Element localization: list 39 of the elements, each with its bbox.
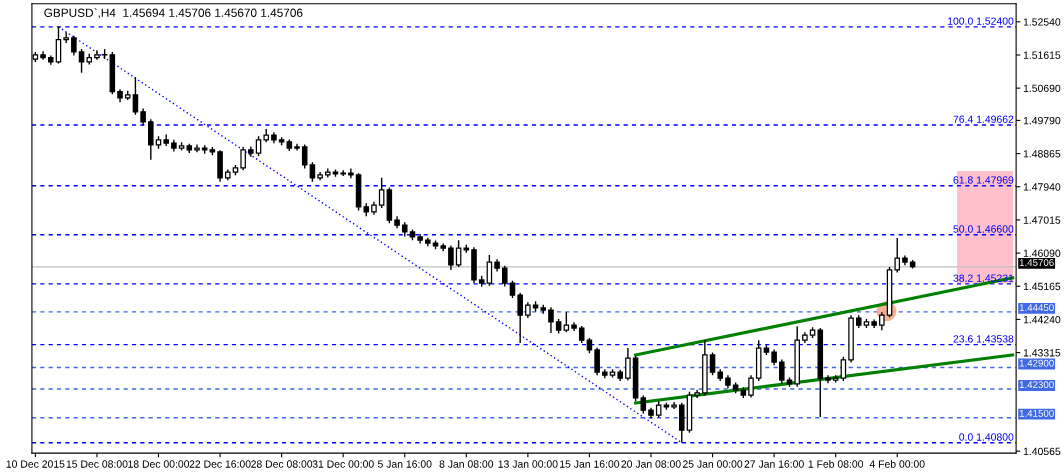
y-tick-label: 1.43315 bbox=[1023, 349, 1061, 357]
x-tick-label: 27 Jan 16:00 bbox=[744, 460, 804, 468]
y-tick-label: 1.47940 bbox=[1023, 183, 1061, 191]
chart-title: GBPUSD`,H4 1.45694 1.45706 1.45670 1.45706 bbox=[44, 8, 303, 19]
x-tick-label: 31 Dec 00:00 bbox=[312, 460, 374, 468]
ref-line-label: 1.45706 bbox=[1019, 259, 1054, 266]
x-tick-label: 5 Jan 16:00 bbox=[377, 460, 432, 468]
ref-line-label: 23.6 1.43538 bbox=[953, 335, 1014, 343]
y-tick-label: 1.47015 bbox=[1023, 216, 1061, 224]
y-tick-label: 1.44240 bbox=[1023, 315, 1061, 324]
y-tick-label: 1.51615 bbox=[1023, 51, 1061, 59]
x-tick-label: 13 Jan 00:00 bbox=[498, 460, 558, 468]
y-tick-label: 1.40565 bbox=[1023, 447, 1061, 456]
y-tick-label: 1.48865 bbox=[1023, 150, 1061, 158]
ref-line-label: 100.0 1.52400 bbox=[948, 17, 1014, 25]
y-tick-label: 1.46090 bbox=[1023, 249, 1061, 257]
x-tick-label: 10 Dec 2015 bbox=[6, 460, 65, 468]
y-tick-label: 1.45165 bbox=[1023, 282, 1061, 291]
x-tick-label: 28 Dec 08:00 bbox=[251, 460, 313, 468]
x-tick-label: 22 Dec 16:00 bbox=[189, 460, 251, 468]
y-tick-label: 1.49790 bbox=[1023, 116, 1061, 125]
y-tick-label: 1.50690 bbox=[1023, 84, 1061, 93]
ref-line-label: 76.4 1.49662 bbox=[953, 115, 1014, 123]
ref-line-label: 1.42300 bbox=[1019, 381, 1054, 389]
x-tick-label: 1 Feb 08:00 bbox=[808, 460, 864, 468]
x-tick-label: 25 Jan 00:00 bbox=[682, 460, 743, 468]
x-tick-label: 18 Dec 00:00 bbox=[128, 460, 190, 468]
ref-line-label: 1.41500 bbox=[1019, 409, 1054, 417]
x-tick-label: 15 Jan 16:00 bbox=[560, 460, 620, 468]
x-tick-label: 8 Jan 08:00 bbox=[439, 460, 494, 468]
ref-line-label: 1.44450 bbox=[1019, 304, 1054, 312]
x-tick-label: 4 Feb 00:00 bbox=[869, 460, 925, 468]
ref-line-label: 1.42900 bbox=[1019, 359, 1054, 367]
ref-line-label: 0.0 1.40800 bbox=[959, 433, 1014, 441]
ref-line-label: 50.0 1.46600 bbox=[953, 225, 1014, 233]
ref-line-label: 61.8 1.47969 bbox=[953, 176, 1014, 184]
x-tick-label: 20 Jan 08:00 bbox=[621, 460, 681, 468]
y-tick-label: 1.52540 bbox=[1023, 18, 1061, 26]
x-tick-label: 15 Dec 08:00 bbox=[66, 460, 128, 468]
